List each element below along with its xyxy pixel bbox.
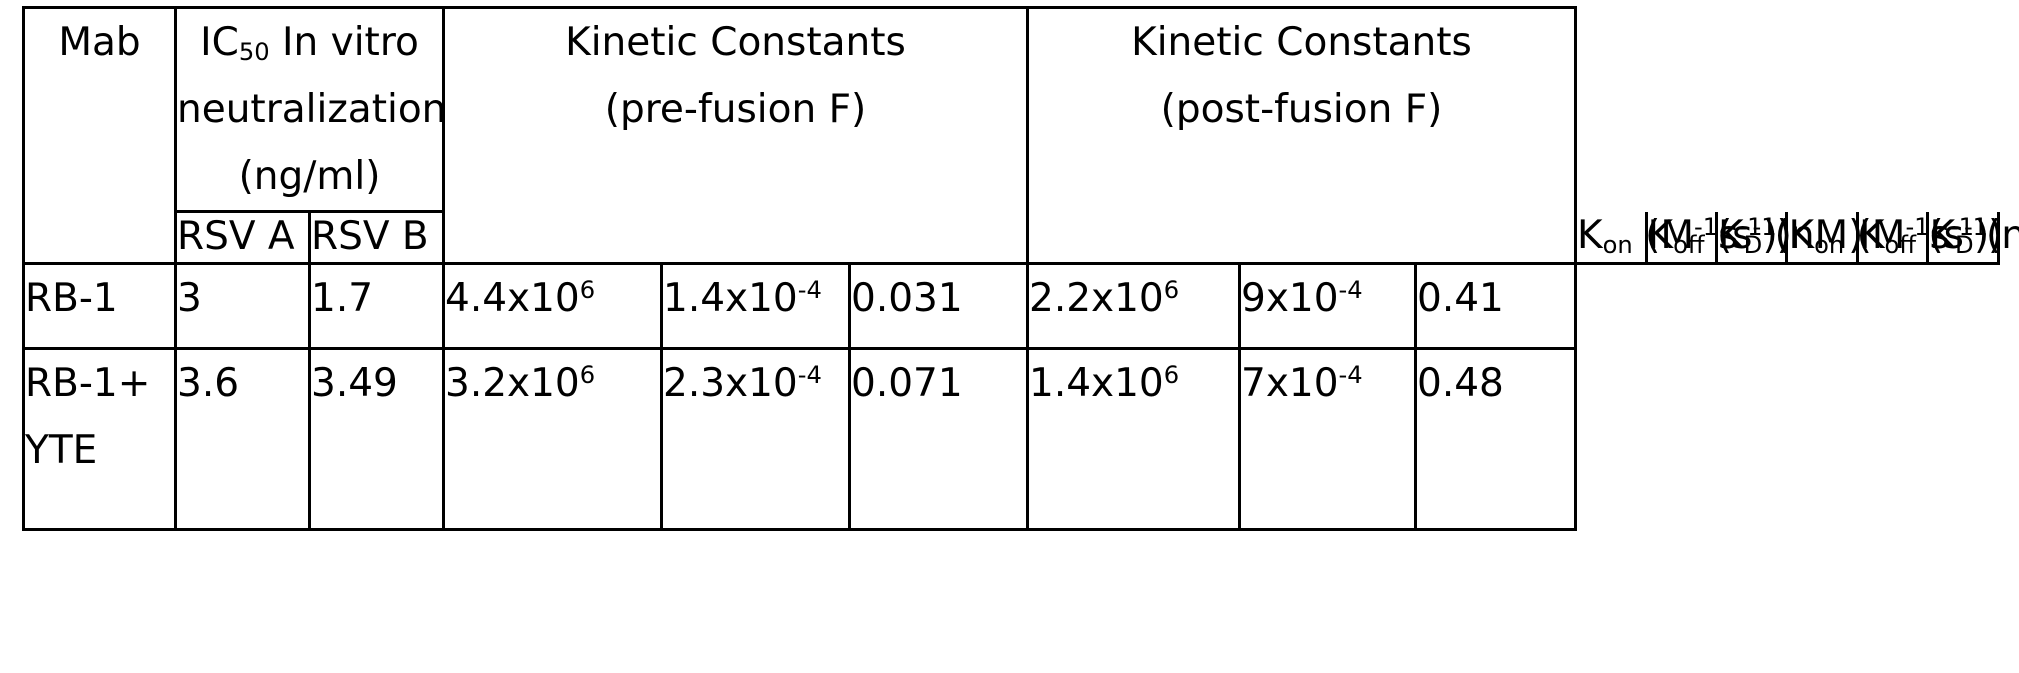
- kon-post-base: K: [1788, 213, 1814, 258]
- header-kon-post: Kon (M-1s-1): [1787, 212, 1857, 264]
- kd-pre-subscript: D: [1744, 231, 1763, 259]
- cell-koff-prefusion: 2.3x10-4: [662, 348, 850, 529]
- koff-pre-mantissa: 1.4x10: [663, 276, 798, 321]
- koff-pre-exponent: -4: [798, 361, 822, 389]
- kon-pre-exponent: 6: [580, 361, 595, 389]
- koff-pre-exponent: -4: [798, 276, 822, 304]
- mab-line-1: RB-1+: [25, 350, 174, 417]
- header-rsv-a-label: RSV A: [177, 214, 295, 259]
- mab-line-2: YTE: [25, 417, 174, 484]
- table-container: Mab IC50 In vitro neutralization (ng/ml)…: [0, 0, 2019, 673]
- cell-kon-postfusion: 1.4x106: [1028, 348, 1240, 529]
- ic50-subscript: 50: [239, 38, 270, 66]
- kon-post-mantissa: 1.4x10: [1029, 361, 1164, 406]
- kon-pre-subscript: on: [1603, 231, 1633, 259]
- header-mab: Mab: [24, 8, 176, 264]
- koff-post-mantissa: 9x10: [1241, 276, 1339, 321]
- koff-post-subscript: off: [1885, 231, 1916, 259]
- koff-pre-base: K: [1648, 213, 1674, 258]
- kon-pre-mantissa: 4.4x10: [445, 276, 580, 321]
- cell-mab: RB-1: [24, 263, 176, 348]
- cell-rsv-b: 3.49: [310, 348, 444, 529]
- header-rsv-b-label: RSV B: [311, 214, 429, 259]
- cell-kon-prefusion: 4.4x106: [444, 263, 662, 348]
- cell-koff-postfusion: 9x10-4: [1240, 263, 1416, 348]
- kon-post-subscript: on: [1814, 231, 1844, 259]
- table-row: RB-1 3 1.7 4.4x106 1.4x10-4 0.031 2.2x10…: [24, 263, 1999, 348]
- koff-pre-subscript: off: [1673, 231, 1704, 259]
- header-group-postfusion: Kinetic Constants (post-fusion F): [1028, 8, 1576, 264]
- header-group-row: Mab IC50 In vitro neutralization (ng/ml)…: [24, 8, 1999, 212]
- header-group-ic50: IC50 In vitro neutralization (ng/ml): [176, 8, 444, 212]
- cell-kd-prefusion: 0.031: [850, 263, 1028, 348]
- cell-kon-prefusion: 3.2x106: [444, 348, 662, 529]
- header-postfusion-line1: Kinetic Constants: [1029, 9, 1574, 76]
- ic50-suffix: In vitro: [270, 20, 419, 65]
- kon-pre-exponent: 6: [580, 276, 595, 304]
- kon-post-exponent: 6: [1164, 361, 1179, 389]
- koff-pre-mantissa: 2.3x10: [663, 361, 798, 406]
- kon-post-exponent: 6: [1164, 276, 1179, 304]
- cell-koff-postfusion: 7x10-4: [1240, 348, 1416, 529]
- kon-post-mantissa: 2.2x10: [1029, 276, 1164, 321]
- koff-post-exponent: -4: [1339, 276, 1363, 304]
- header-postfusion-line2: (post-fusion F): [1029, 76, 1574, 143]
- ic50-prefix: IC: [200, 20, 239, 65]
- kon-pre-base: K: [1577, 213, 1603, 258]
- cell-kd-prefusion: 0.071: [850, 348, 1028, 529]
- table-body: RB-1 3 1.7 4.4x106 1.4x10-4 0.031 2.2x10…: [24, 263, 1999, 529]
- kon-pre-mantissa: 3.2x10: [445, 361, 580, 406]
- mab-line-1: RB-1: [25, 265, 174, 332]
- koff-post-mantissa: 7x10: [1241, 361, 1339, 406]
- kinetics-table: Mab IC50 In vitro neutralization (ng/ml)…: [22, 6, 2000, 531]
- cell-kon-postfusion: 2.2x106: [1028, 263, 1240, 348]
- header-ic50-line3: (ng/ml): [177, 143, 442, 210]
- kd-post-subscript: D: [1955, 231, 1974, 259]
- cell-kd-postfusion: 0.41: [1416, 263, 1576, 348]
- koff-post-base: K: [1859, 213, 1885, 258]
- cell-rsv-b: 1.7: [310, 263, 444, 348]
- header-ic50-line2: neutralization: [177, 76, 442, 143]
- header-mab-label: Mab: [58, 20, 140, 65]
- table-head: Mab IC50 In vitro neutralization (ng/ml)…: [24, 8, 1999, 264]
- cell-koff-prefusion: 1.4x10-4: [662, 263, 850, 348]
- cell-rsv-a: 3.6: [176, 348, 310, 529]
- header-prefusion-line2: (pre-fusion F): [445, 76, 1026, 143]
- header-rsv-a: RSV A: [176, 212, 310, 264]
- table-row: RB-1+ YTE 3.6 3.49 3.2x106 2.3x10-4 0.07…: [24, 348, 1999, 529]
- cell-kd-postfusion: 0.48: [1416, 348, 1576, 529]
- header-kon-pre: Kon (M-1s-1): [1576, 212, 1646, 264]
- header-rsv-b: RSV B: [310, 212, 444, 264]
- header-group-prefusion: Kinetic Constants (pre-fusion F): [444, 8, 1028, 264]
- header-prefusion-line1: Kinetic Constants: [445, 9, 1026, 76]
- koff-post-exponent: -4: [1339, 361, 1363, 389]
- header-ic50-line1: IC50 In vitro: [177, 9, 442, 76]
- cell-rsv-a: 3: [176, 263, 310, 348]
- cell-mab: RB-1+ YTE: [24, 348, 176, 529]
